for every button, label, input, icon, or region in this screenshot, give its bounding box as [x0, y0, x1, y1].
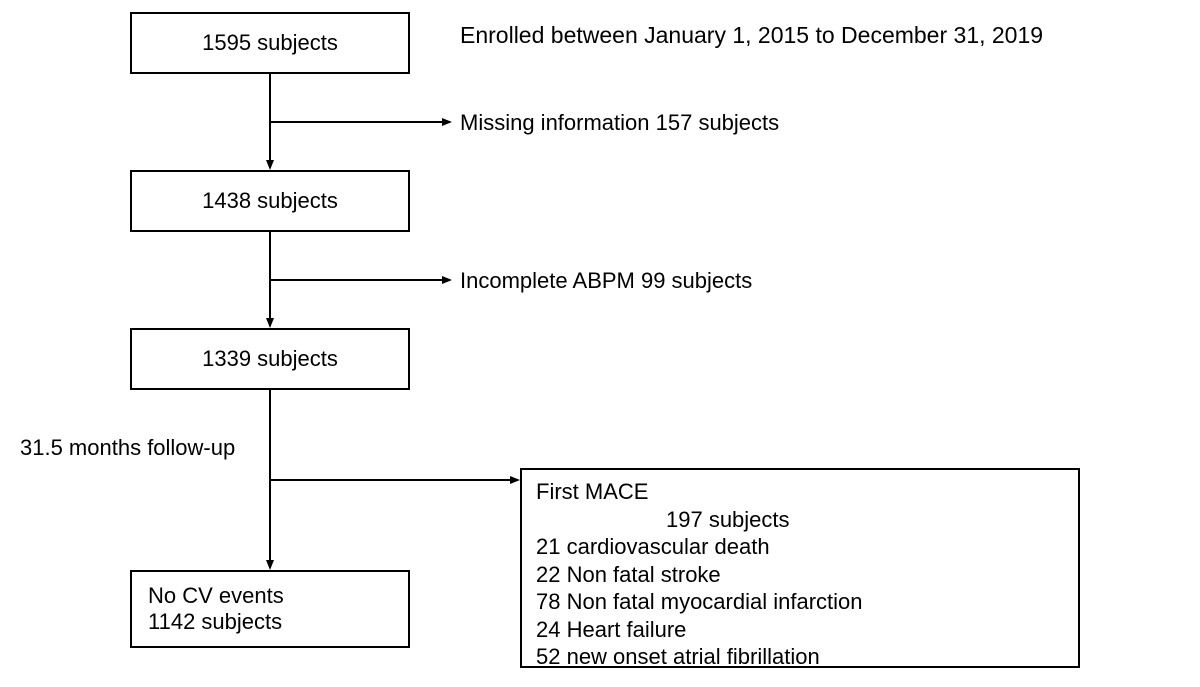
exclusion-abpm-label: Incomplete ABPM 99 subjects	[460, 268, 752, 294]
mace-item-cv-death: 21 cardiovascular death	[536, 533, 1064, 561]
mace-item-mi: 78 Non fatal myocardial infarction	[536, 588, 1064, 616]
flow-node-1438: 1438 subjects	[130, 170, 410, 232]
mace-item-afib: 52 new onset atrial fibrillation	[536, 643, 1064, 671]
flow-node-1438-text: 1438 subjects	[202, 188, 338, 214]
mace-item-hf: 24 Heart failure	[536, 616, 1064, 644]
mace-item-stroke: 22 Non fatal stroke	[536, 561, 1064, 589]
flow-node-no-cv-line1: No CV events	[148, 583, 284, 609]
flow-node-no-cv: No CV events 1142 subjects	[130, 570, 410, 648]
flow-node-no-cv-line2: 1142 subjects	[148, 609, 282, 635]
exclusion-missing-label: Missing information 157 subjects	[460, 110, 779, 136]
enrollment-period-label: Enrolled between January 1, 2015 to Dece…	[460, 22, 1043, 49]
mace-outcome-box: First MACE 197 subjects 21 cardiovascula…	[520, 468, 1080, 668]
followup-label: 31.5 months follow-up	[20, 435, 235, 461]
flow-node-1339-text: 1339 subjects	[202, 346, 338, 372]
mace-title: First MACE	[536, 478, 1064, 506]
flow-node-1595-text: 1595 subjects	[202, 30, 338, 56]
mace-subtitle: 197 subjects	[536, 506, 1064, 534]
flow-node-1595: 1595 subjects	[130, 12, 410, 74]
flow-node-1339: 1339 subjects	[130, 328, 410, 390]
